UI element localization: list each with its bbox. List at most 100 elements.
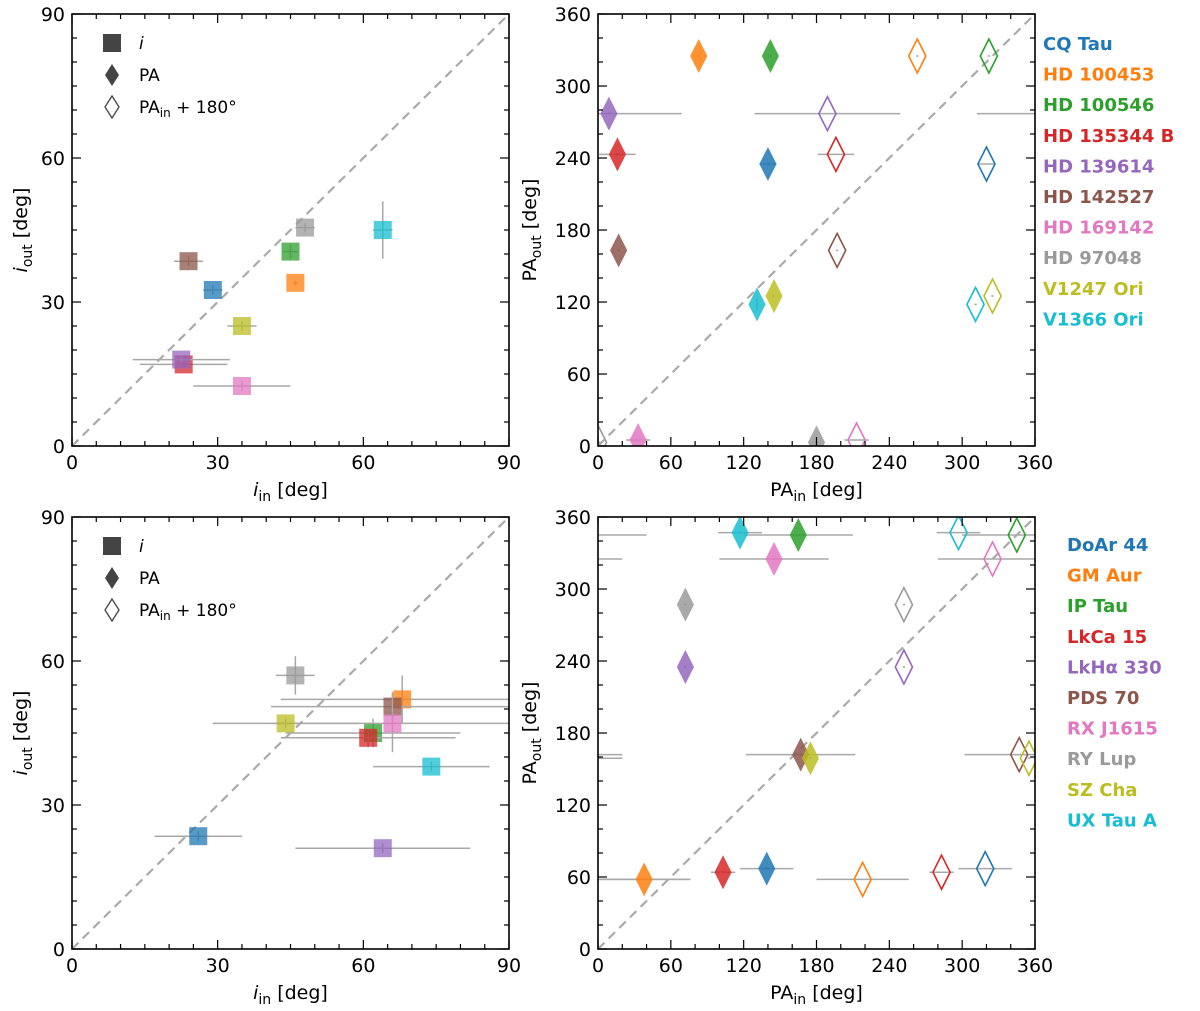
y-tick-label: 0 [579, 939, 591, 961]
x-axis-label-part-2: [deg] [806, 479, 863, 501]
inclination-marker-v1247-ori [232, 317, 251, 335]
y-axis-label-part-2: [deg] [10, 188, 32, 245]
inclination-marker-hd-97048 [296, 218, 315, 237]
object-label-ry-lup: RY Lup [1067, 749, 1136, 770]
x-tick-label: 240 [871, 452, 907, 474]
x-tick-label: 90 [497, 452, 521, 474]
x-tick-label: 120 [726, 452, 762, 474]
x-axis-label-part-2: [deg] [806, 982, 863, 1004]
x-tick-label: 0 [592, 955, 604, 977]
y-tick-label: 90 [41, 4, 65, 26]
y-tick-label: 240 [555, 651, 591, 673]
x-tick-label: 30 [206, 955, 230, 977]
pa-marker-hd-97048 [807, 425, 826, 446]
inclination-marker-hd-139614 [172, 350, 191, 369]
y-tick-label: 180 [555, 723, 591, 745]
y-axis-label-part-0: PA [519, 761, 541, 784]
object-label-v1247-ori: V1247 Ori [1043, 279, 1144, 300]
object-label-doar-44: DoAr 44 [1067, 535, 1148, 556]
x-axis-label-part-0: PA [770, 479, 793, 501]
object-label-hd-139614: HD 139614 [1043, 156, 1154, 177]
object-label-ip-tau: IP Tau [1067, 596, 1128, 617]
object-label-cq-tau: CQ Tau [1043, 34, 1113, 55]
pa-flipped-marker-hd-100546 [979, 37, 999, 75]
y-tick-label: 30 [41, 795, 65, 817]
legend-label-pa-flipped: PAin + 180° [139, 98, 237, 120]
one-to-one-line [598, 517, 1035, 949]
pa-flipped-marker-lkca-15 [932, 853, 951, 891]
x-axis-label-part-0: i [253, 982, 259, 1004]
pa-flipped-marker-hd-100453 [907, 37, 927, 75]
pa-marker-cq-tau [759, 147, 777, 181]
x-tick-label: 180 [798, 955, 834, 977]
legend-filled-diamond [105, 567, 119, 589]
inclination-marker-rx-j1615 [383, 714, 402, 733]
y-tick-label: 60 [567, 364, 591, 386]
object-label-rx-j1615: RX J1615 [1067, 719, 1158, 740]
x-tick-label: 360 [1017, 955, 1053, 977]
x-tick-label: 300 [944, 955, 980, 977]
x-tick-label: 240 [871, 955, 907, 977]
y-axis-label-part-1: out [529, 235, 545, 258]
x-axis-label: iin [deg] [253, 982, 328, 1008]
y-tick-label: 300 [555, 579, 591, 601]
object-label-hd-142527: HD 142527 [1043, 187, 1154, 208]
pa-flipped-marker-v1366-ori [966, 285, 985, 324]
x-tick-label: 60 [659, 452, 683, 474]
pa-marker-lkca-15 [714, 855, 732, 890]
legend-pa-base: PA [139, 601, 160, 621]
data-area [72, 517, 509, 949]
legend-filled-diamond [105, 64, 119, 86]
y-axis-label-part-2: [deg] [519, 179, 541, 236]
pa-flipped-marker-hd-97048 [598, 423, 608, 446]
ticks: 0 30 60 90 0 30 60 90 [41, 4, 521, 474]
pa-marker-v1366-ori [748, 287, 766, 322]
legend-open-diamond [104, 597, 120, 623]
pa-marker-lkh-330 [676, 650, 694, 684]
legend-open-diamond [104, 94, 120, 120]
inclination-marker-ux-tau-a [422, 757, 441, 776]
x-tick-label: 120 [726, 955, 762, 977]
y-axis-label-part-0: i [10, 769, 32, 775]
y-axis-label: PAout [deg] [519, 682, 545, 785]
pa-flipped-marker-v1247-ori [983, 277, 1002, 315]
x-axis-label-part-0: i [253, 479, 259, 501]
inclination-marker-sz-cha [276, 714, 295, 733]
legend-square-marker [103, 34, 121, 52]
y-axis-label-part-0: PA [519, 258, 541, 281]
object-label-hd-97048: HD 97048 [1043, 248, 1142, 269]
ticks: 0 30 60 90 0 30 60 90 [41, 507, 521, 977]
object-label-hd-135344-b: HD 135344 B [1043, 126, 1174, 147]
pa-flipped-marker-gm-aur [853, 860, 873, 899]
x-axis-label: PAin [deg] [770, 982, 863, 1008]
x-tick-label: 60 [351, 452, 375, 474]
x-axis-label-part-1: in [793, 992, 806, 1008]
y-tick-label: 120 [555, 795, 591, 817]
inclination-marker-ry-lup [286, 666, 305, 685]
legend-pa-rest: + 180° [171, 98, 237, 118]
legend-pa-rest: + 180° [171, 601, 237, 621]
x-tick-label: 90 [497, 955, 521, 977]
y-axis-label-part-0: i [10, 266, 32, 272]
x-tick-label: 360 [1017, 452, 1053, 474]
ticks: 0 60 120 180 240 300 360 0 60 120 180 240 300 360 [555, 507, 1053, 977]
pa-flipped-marker-hd-169142 [847, 421, 867, 446]
panel-top-right-position-angle: 0 60 120 180 240 300 360060120180240300360PAin… [519, 4, 1053, 505]
y-axis-label: iout [deg] [10, 691, 36, 776]
y-tick-label: 60 [567, 867, 591, 889]
legend-label-pa-flipped: PAin + 180° [139, 601, 237, 623]
y-tick-label: 300 [555, 76, 591, 98]
pa-flipped-marker-ip-tau [1007, 517, 1027, 554]
object-label-pds-70: PDS 70 [1067, 688, 1139, 709]
y-tick-label: 180 [555, 220, 591, 242]
x-tick-label: 0 [592, 452, 604, 474]
object-list-top: CQ Tau HD 100453 HD 100546 HD 135344 B HD 13… [1043, 34, 1174, 330]
legend-label-pa: PA [139, 66, 160, 86]
x-axis-label-part-0: PA [770, 982, 793, 1004]
y-tick-label: 0 [579, 436, 591, 458]
pa-marker-pds-70 [792, 737, 810, 772]
y-axis-label-part-1: out [529, 738, 545, 761]
object-label-gm-aur: GM Aur [1067, 566, 1142, 587]
object-label-v1366-ori: V1366 Ori [1043, 309, 1144, 330]
